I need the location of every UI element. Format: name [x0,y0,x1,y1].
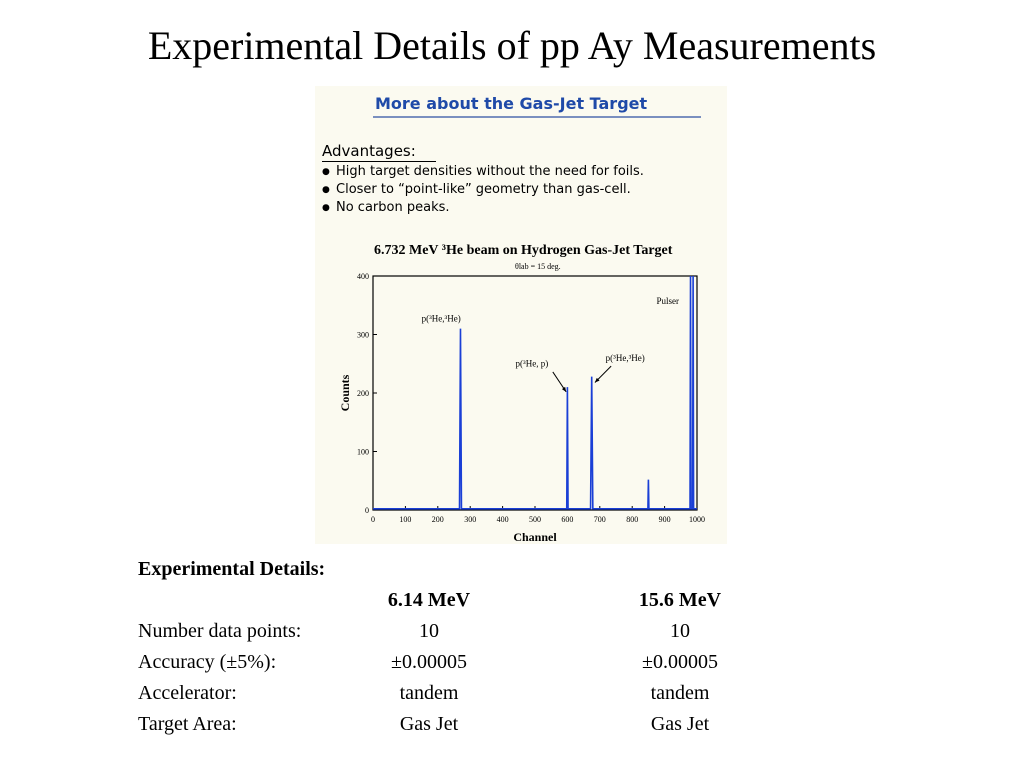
x-tick-label: 100 [399,515,411,524]
column-header-6mev: 6.14 MeV [387,589,471,611]
advantage-item: No carbon peaks. [322,199,644,217]
chart-subtitle: θlab = 15 deg. [515,262,561,271]
y-tick-label: 300 [357,331,369,340]
table-row: Number data points: 10 10 [138,616,788,647]
x-tick-label: 200 [432,515,444,524]
row-value-15mev: ±0.00005 [642,651,718,673]
table-row: Target Area: Gas Jet Gas Jet [138,709,788,740]
y-axis: 0 100 200 300 400 [357,272,377,515]
spectrum-chart: 6.732 MeV ³He beam on Hydrogen Gas-Jet T… [338,243,705,544]
row-value-6mev: Gas Jet [399,713,459,735]
x-tick-label: 500 [529,515,541,524]
row-value-6mev: 10 [419,620,439,642]
peak-annotation-label: Pulser [657,296,680,306]
row-label: Target Area: [138,713,237,735]
peak-annotation-label: p(³He, p) [516,359,549,369]
gas-jet-target-panel: More about the Gas-Jet Target Advantages… [315,86,727,544]
chart-title: 6.732 MeV ³He beam on Hydrogen Gas-Jet T… [374,243,673,258]
experimental-details: Experimental Details: 6.14 MeV 15.6 MeV … [138,554,788,740]
plot-frame [372,275,698,511]
advantages-list: High target densities without the need f… [322,163,644,217]
table-row: Accuracy (±5%): ±0.00005 ±0.00005 [138,647,788,678]
x-tick-label: 1000 [689,515,705,524]
peak-annotation-label: p(³He,³He) [606,353,645,363]
column-header-15mev: 15.6 MeV [638,589,722,611]
x-axis: 0 100 200 300 400 500 600 700 800 900 1000 [371,506,705,524]
row-value-6mev: ±0.00005 [391,651,467,673]
y-tick-label: 200 [357,389,369,398]
y-tick-label: 0 [365,506,369,515]
y-tick-label: 400 [357,272,369,281]
x-tick-label: 300 [464,515,476,524]
row-value-6mev: tandem [399,682,459,704]
x-tick-label: 900 [659,515,671,524]
row-value-15mev: tandem [650,682,710,704]
x-tick-label: 600 [561,515,573,524]
spectrum-series-line [373,275,697,510]
advantages-title: Advantages: [322,142,416,160]
x-tick-label: 400 [497,515,509,524]
row-label: Accuracy (±5%): [138,651,277,673]
annotation-arrowhead [561,386,567,392]
x-tick-label: 0 [371,515,375,524]
row-label: Number data points: [138,620,302,642]
advantage-item: High target densities without the need f… [322,163,644,181]
panel-heading-underline [373,116,701,118]
details-heading: Experimental Details: [138,558,326,580]
slide-title: Experimental Details of pp Ay Measuremen… [147,23,877,68]
row-label: Accelerator: [138,682,237,704]
row-value-15mev: 10 [670,620,690,642]
x-tick-label: 700 [594,515,606,524]
annotation-arrowhead [594,377,600,383]
x-tick-label: 800 [626,515,638,524]
table-row: Accelerator: tandem tandem [138,678,788,709]
y-tick-label: 100 [357,448,369,457]
row-value-15mev: Gas Jet [650,713,710,735]
advantages-underline [322,161,436,162]
advantage-item: Closer to “point-like” geometry than gas… [322,181,644,199]
panel-heading: More about the Gas-Jet Target [375,94,648,113]
y-axis-label: Counts [338,374,352,411]
peak-annotations: p(³He,³He) p(³He, p) p(³He,³He) Pulser [422,296,680,393]
x-axis-label: Channel [513,530,557,544]
peak-annotation-label: p(³He,³He) [422,314,461,324]
